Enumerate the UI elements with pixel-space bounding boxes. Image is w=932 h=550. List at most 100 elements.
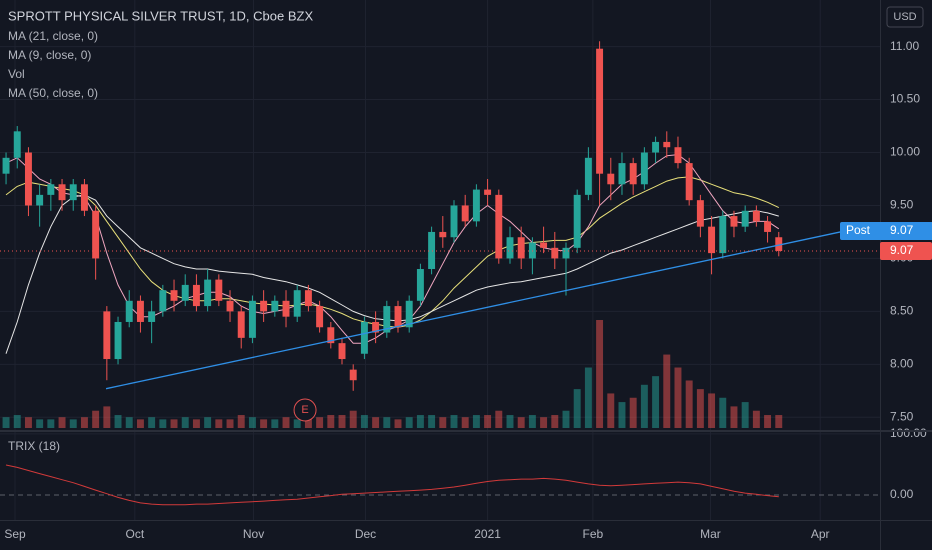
volume-bar bbox=[741, 402, 749, 428]
volume-bar bbox=[685, 380, 693, 428]
volume-bar bbox=[428, 415, 436, 428]
y-tick-label: 11.00 bbox=[890, 39, 919, 53]
y-tick-label: 9.50 bbox=[890, 198, 914, 212]
volume-bar bbox=[226, 419, 234, 428]
volume-bar bbox=[517, 417, 525, 428]
volume-bar bbox=[260, 419, 268, 428]
volume-bar bbox=[316, 417, 324, 428]
candle-body bbox=[383, 306, 391, 333]
candle-body bbox=[148, 311, 156, 322]
volume-bar bbox=[69, 419, 77, 428]
volume-bar bbox=[2, 417, 10, 428]
candle-body bbox=[92, 210, 100, 259]
volume-bar bbox=[439, 417, 447, 428]
volume-bar bbox=[360, 415, 368, 428]
currency-label: USD bbox=[893, 11, 916, 23]
candle-body bbox=[551, 247, 559, 259]
candle-body bbox=[136, 300, 144, 322]
volume-bar bbox=[282, 417, 290, 428]
post-price-label: 9.07 bbox=[890, 223, 914, 237]
candle-body bbox=[573, 194, 581, 248]
volume-bar bbox=[136, 419, 144, 428]
candle-body bbox=[372, 321, 380, 333]
volume-bar bbox=[573, 389, 581, 428]
volume-bar bbox=[528, 415, 536, 428]
y-tick-label: 8.00 bbox=[890, 357, 914, 371]
volume-bar bbox=[629, 397, 637, 428]
x-tick-label: 2021 bbox=[474, 527, 501, 541]
candle-body bbox=[764, 221, 772, 232]
candle-body bbox=[472, 189, 480, 222]
candle-body bbox=[640, 152, 648, 185]
volume-bar bbox=[215, 419, 223, 428]
volume-bar bbox=[607, 393, 615, 428]
x-tick-label: Oct bbox=[125, 527, 144, 541]
volume-bar bbox=[36, 419, 44, 428]
volume-bar bbox=[349, 410, 357, 428]
candle-body bbox=[730, 216, 738, 227]
volume-bar bbox=[562, 410, 570, 428]
candle-body bbox=[2, 157, 10, 174]
candle-body bbox=[293, 290, 301, 317]
candle-body bbox=[461, 205, 469, 222]
candle-body bbox=[506, 237, 514, 259]
volume-bar bbox=[125, 417, 133, 428]
candle-body bbox=[47, 184, 55, 195]
y-tick-label: 8.50 bbox=[890, 304, 914, 318]
volume-bar bbox=[383, 417, 391, 428]
volume-bar bbox=[92, 410, 100, 428]
volume-bar bbox=[58, 417, 66, 428]
volume-bar bbox=[13, 415, 21, 428]
volume-bar bbox=[764, 415, 772, 428]
candle-body bbox=[349, 369, 357, 381]
candle-body bbox=[708, 226, 716, 254]
candle-body bbox=[663, 141, 671, 148]
volume-bar bbox=[540, 417, 548, 428]
candle-body bbox=[540, 242, 548, 248]
volume-bar bbox=[663, 354, 671, 428]
candle-body bbox=[685, 163, 693, 201]
volume-bar bbox=[293, 419, 301, 428]
candle-body bbox=[338, 343, 346, 360]
x-tick-label: Feb bbox=[583, 527, 604, 541]
volume-bar bbox=[181, 417, 189, 428]
candle-body bbox=[405, 300, 413, 328]
moving-average bbox=[5, 154, 780, 344]
candle-body bbox=[607, 173, 615, 185]
candle-body bbox=[741, 210, 749, 227]
moving-average bbox=[5, 194, 779, 354]
y-tick-label: 7.50 bbox=[890, 409, 914, 423]
volume-bar bbox=[752, 410, 760, 428]
candle-body bbox=[517, 237, 525, 259]
volume-bar bbox=[596, 320, 604, 428]
x-tick-label: Dec bbox=[355, 527, 376, 541]
post-price-bg bbox=[880, 222, 932, 241]
candle-body bbox=[125, 300, 133, 322]
volume-bar bbox=[148, 417, 156, 428]
candle-body bbox=[24, 152, 32, 206]
volume-bar bbox=[159, 419, 167, 428]
volume-bar bbox=[327, 415, 335, 428]
candle-body bbox=[114, 321, 122, 360]
volume-bar bbox=[248, 417, 256, 428]
candle-body bbox=[260, 300, 268, 312]
volume-bar bbox=[719, 397, 727, 428]
volume-bar bbox=[192, 419, 200, 428]
indicator-label: MA (9, close, 0) bbox=[8, 48, 91, 62]
candle-body bbox=[360, 321, 368, 354]
volume-bar bbox=[472, 415, 480, 428]
x-tick-label: Nov bbox=[243, 527, 264, 541]
candle-body bbox=[282, 300, 290, 317]
candle-body bbox=[237, 311, 245, 338]
candle-body bbox=[484, 189, 492, 195]
volume-bar bbox=[506, 415, 514, 428]
volume-bar bbox=[640, 384, 648, 428]
volume-bar bbox=[450, 415, 458, 428]
volume-bar bbox=[237, 415, 245, 428]
candle-body bbox=[652, 141, 660, 153]
candle-body bbox=[170, 290, 178, 301]
volume-bar bbox=[618, 402, 626, 428]
candle-body bbox=[304, 290, 312, 307]
candle-body bbox=[316, 306, 324, 328]
